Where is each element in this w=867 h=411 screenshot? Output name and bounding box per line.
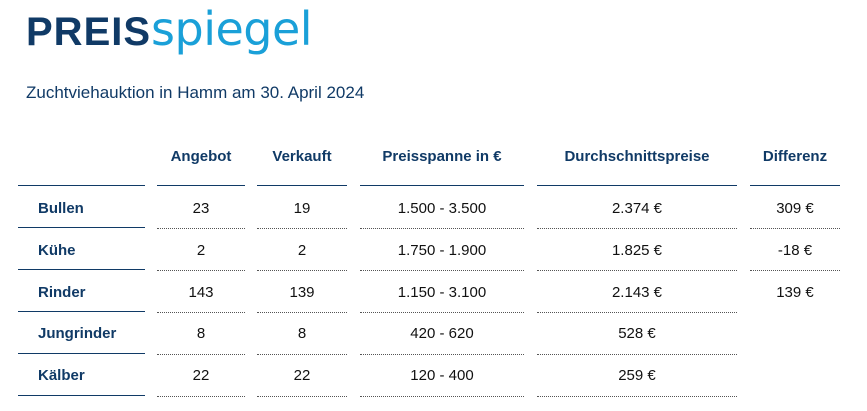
row-divider bbox=[537, 228, 737, 229]
row-divider bbox=[750, 228, 840, 229]
cell-angebot: 8 bbox=[196, 325, 206, 342]
row-divider bbox=[157, 228, 245, 229]
row-divider bbox=[537, 354, 737, 355]
row-label: Kühe bbox=[38, 242, 76, 259]
row-divider bbox=[537, 270, 737, 271]
row-divider bbox=[157, 396, 245, 397]
cell-durchschnitt: 2.143 € bbox=[611, 284, 663, 301]
row-divider bbox=[157, 354, 245, 355]
row-divider bbox=[18, 311, 145, 312]
row-divider bbox=[360, 270, 524, 271]
header-divider bbox=[537, 185, 737, 186]
cell-durchschnitt: 528 € bbox=[618, 325, 656, 342]
cell-preisspanne: 1.750 - 1.900 bbox=[397, 242, 487, 259]
row-divider bbox=[360, 396, 524, 397]
cell-differenz: -18 € bbox=[777, 242, 813, 259]
cell-preisspanne: 1.500 - 3.500 bbox=[397, 200, 487, 217]
cell-angebot: 2 bbox=[196, 242, 206, 259]
row-divider bbox=[360, 312, 524, 313]
page-subtitle: Zuchtviehauktion in Hamm am 30. April 20… bbox=[26, 83, 365, 102]
row-divider bbox=[257, 354, 347, 355]
header-divider bbox=[257, 185, 347, 186]
row-divider bbox=[18, 227, 145, 228]
cell-preisspanne: 420 - 620 bbox=[410, 325, 474, 342]
row-divider bbox=[18, 395, 145, 396]
logo-light-text: spiegel bbox=[151, 2, 313, 56]
row-divider bbox=[537, 312, 737, 313]
row-divider bbox=[360, 228, 524, 229]
row-divider bbox=[257, 270, 347, 271]
header-divider bbox=[360, 185, 524, 186]
row-divider bbox=[257, 312, 347, 313]
row-divider bbox=[360, 354, 524, 355]
logo-bold-text: PREIS bbox=[26, 10, 152, 54]
row-label: Bullen bbox=[38, 200, 84, 217]
row-label: Rinder bbox=[38, 284, 86, 301]
cell-differenz: 309 € bbox=[776, 200, 814, 217]
cell-verkauft: 22 bbox=[293, 367, 311, 384]
header-angebot: Angebot bbox=[170, 148, 232, 165]
cell-verkauft: 19 bbox=[293, 200, 311, 217]
cell-verkauft: 2 bbox=[297, 242, 307, 259]
cell-angebot: 22 bbox=[192, 367, 210, 384]
header-divider bbox=[750, 185, 840, 186]
row-label: Jungrinder bbox=[38, 325, 117, 342]
row-divider bbox=[257, 396, 347, 397]
cell-durchschnitt: 1.825 € bbox=[611, 242, 663, 259]
cell-preisspanne: 120 - 400 bbox=[410, 367, 474, 384]
header-preisspanne: Preisspanne in € bbox=[382, 148, 502, 165]
row-divider bbox=[157, 312, 245, 313]
row-divider bbox=[750, 270, 840, 271]
header-verkauft: Verkauft bbox=[272, 148, 332, 165]
header-durchschnittspreise: Durchschnittspreise bbox=[564, 148, 710, 165]
header-divider bbox=[157, 185, 245, 186]
cell-durchschnitt: 259 € bbox=[618, 367, 656, 384]
cell-angebot: 23 bbox=[192, 200, 210, 217]
row-label: Kälber bbox=[38, 367, 85, 384]
preisspiegel-logo: PREISspiegel bbox=[26, 2, 313, 62]
row-divider bbox=[18, 353, 145, 354]
cell-verkauft: 8 bbox=[297, 325, 307, 342]
header-divider bbox=[18, 185, 145, 186]
cell-preisspanne: 1.150 - 3.100 bbox=[397, 284, 487, 301]
cell-verkauft: 139 bbox=[289, 284, 315, 301]
row-divider bbox=[257, 228, 347, 229]
cell-angebot: 143 bbox=[188, 284, 214, 301]
cell-differenz: 139 € bbox=[776, 284, 814, 301]
header-differenz: Differenz bbox=[762, 148, 828, 165]
cell-durchschnitt: 2.374 € bbox=[611, 200, 663, 217]
row-divider bbox=[157, 270, 245, 271]
row-divider bbox=[18, 269, 145, 270]
row-divider bbox=[537, 396, 737, 397]
